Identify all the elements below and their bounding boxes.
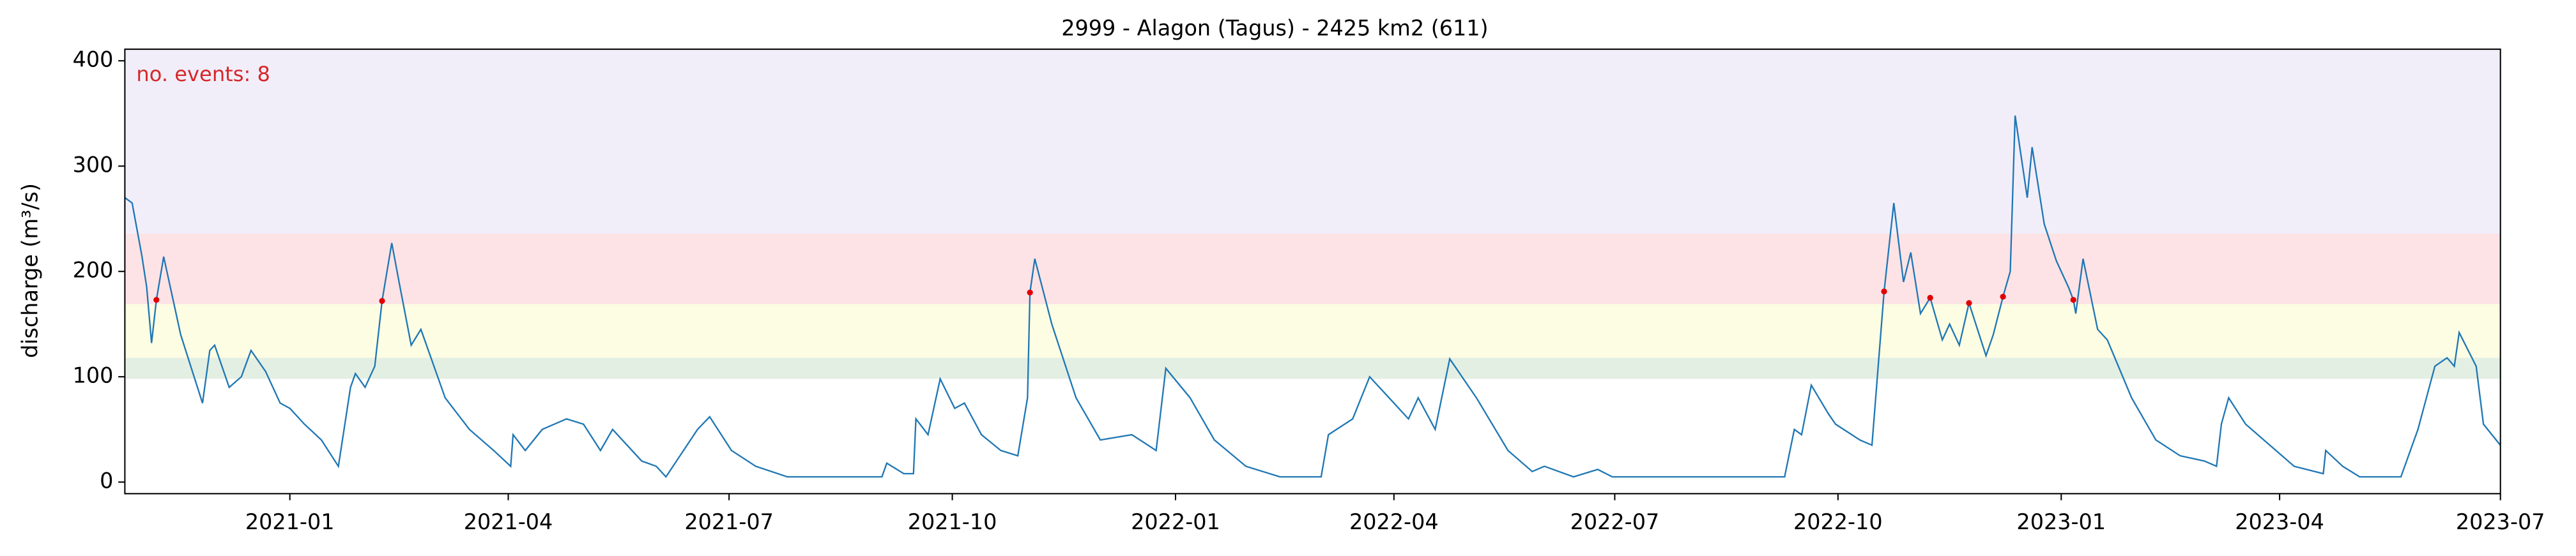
- event-point: [2000, 294, 2006, 300]
- event-point: [1966, 300, 1972, 306]
- y-tick-label: 400: [73, 47, 114, 72]
- x-tick-label: 2021-01: [245, 509, 335, 534]
- x-tick-label: 2021-04: [464, 509, 553, 534]
- annotation: no. events: 8: [136, 62, 270, 86]
- event-point: [2070, 297, 2076, 303]
- event-point: [153, 297, 160, 303]
- event-point: [379, 297, 385, 304]
- y-tick-label: 100: [73, 363, 114, 388]
- threshold-band: [125, 233, 2501, 304]
- y-axis-label: discharge (m³/s): [17, 183, 42, 358]
- x-tick-label: 2022-04: [1349, 509, 1439, 534]
- x-tick-label: 2023-01: [2016, 509, 2106, 534]
- y-tick-label: 200: [73, 258, 114, 283]
- x-tick-label: 2022-10: [1793, 509, 1883, 534]
- x-tick-label: 2023-04: [2235, 509, 2324, 534]
- threshold-band: [125, 49, 2501, 234]
- x-tick-label: 2022-07: [1570, 509, 1660, 534]
- y-tick-label: 300: [73, 153, 114, 177]
- x-tick-label: 2023-07: [2456, 509, 2545, 534]
- x-tick-label: 2021-10: [908, 509, 997, 534]
- chart-title: 2999 - Alagon (Tagus) - 2425 km2 (611): [1061, 16, 1488, 41]
- threshold-band: [125, 304, 2501, 358]
- threshold-band: [125, 357, 2501, 379]
- event-point: [1027, 289, 1033, 296]
- y-tick-label: 0: [100, 469, 113, 493]
- plot-frame: [124, 49, 2501, 495]
- event-point: [1881, 288, 1887, 295]
- event-point: [1927, 294, 1933, 301]
- x-tick-label: 2021-07: [684, 509, 774, 534]
- x-tick-label: 2022-01: [1131, 509, 1220, 534]
